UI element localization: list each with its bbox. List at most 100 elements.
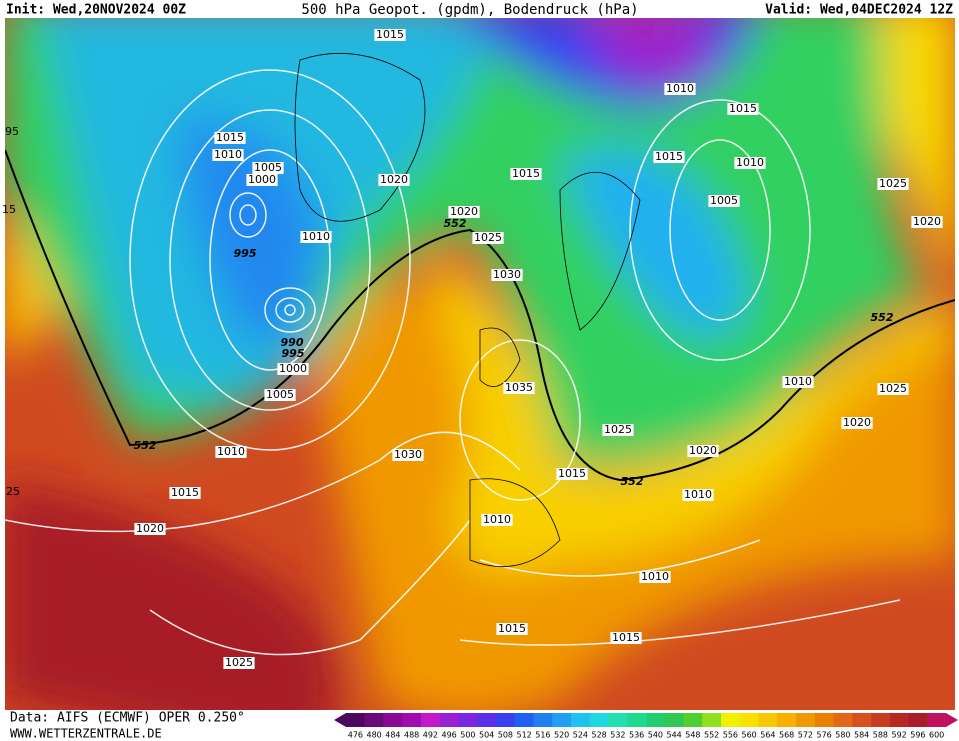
colorbar-arrow-right [946, 713, 958, 727]
isobar-label: 1020 [380, 173, 408, 186]
isobar-label: 1025 [604, 423, 632, 436]
isobar-label: 552 [444, 217, 467, 230]
colorbar-label: 564 [760, 731, 775, 740]
isobar-label-box [491, 269, 523, 281]
init-time: Init: Wed,20NOV2024 00Z [6, 3, 186, 18]
colorbar-swatch [383, 713, 403, 727]
colorbar-label: 548 [685, 731, 700, 740]
isobar-label: 1015 [512, 167, 540, 180]
isobar-label: 1025 [474, 231, 502, 244]
isobar-label: 995 [234, 247, 257, 260]
isobar-label-box [496, 623, 528, 635]
colorbar-swatch [777, 713, 797, 727]
isobar-label: 1000 [248, 173, 276, 186]
isobar-label-box [212, 149, 244, 161]
isobar-label-box [639, 571, 671, 583]
isobar-label-box [877, 178, 909, 190]
isobar-label: 1020 [689, 444, 717, 457]
colorbar-swatch [458, 713, 478, 727]
colorbar-swatch [927, 713, 947, 727]
isobar-label: 1020 [913, 215, 941, 228]
colorbar-swatch [721, 713, 741, 727]
isobar-label: 1005 [254, 161, 282, 174]
isobar-label: 1015 [376, 28, 404, 41]
isobar-label: 1020 [450, 205, 478, 218]
colorbar-label: 508 [498, 731, 513, 740]
colorbar-swatch [552, 713, 572, 727]
colorbar-swatch [346, 713, 366, 727]
isobar-label: 25 [6, 485, 20, 498]
isobar-label: 1010 [784, 375, 812, 388]
colorbar-label: 484 [385, 731, 400, 740]
colorbar-label: 512 [516, 731, 531, 740]
colorbar-swatch [814, 713, 834, 727]
isobar-label: 1000 [279, 362, 307, 375]
colorbar-swatch [702, 713, 722, 727]
isobar-label-box [472, 232, 504, 244]
colorbar-label: 476 [348, 731, 363, 740]
isobar-label-box [727, 103, 759, 115]
colorbar-label: 492 [423, 731, 438, 740]
valid-time: Valid: Wed,04DEC2024 12Z [765, 3, 953, 18]
colorbar-swatch [589, 713, 609, 727]
colorbar-label: 496 [441, 731, 456, 740]
isobar-label-box [610, 632, 642, 644]
isobar-label: 552 [134, 439, 157, 452]
colorbar-label: 552 [704, 731, 719, 740]
isobar-label: 1015 [612, 631, 640, 644]
isobar-label: 1010 [641, 570, 669, 583]
colorbar-swatch [514, 713, 534, 727]
isobar-label: 990 [281, 336, 304, 349]
colorbar-label: 532 [610, 731, 625, 740]
colorbar-label: 580 [835, 731, 850, 740]
colorbar-swatch [439, 713, 459, 727]
isobar-label-box [246, 174, 278, 186]
colorbar-label: 572 [798, 731, 813, 740]
colorbar-swatch [421, 713, 441, 727]
colorbar-label: 480 [366, 731, 381, 740]
isobar-label-box [392, 449, 424, 461]
colorbar-swatch [571, 713, 591, 727]
isobar-label-box [374, 29, 406, 41]
isobar-label-box [134, 523, 166, 535]
colorbar-label: 576 [816, 731, 831, 740]
colorbar-label: 520 [554, 731, 569, 740]
isobar-label: 1025 [225, 656, 253, 669]
colorbar-swatch [739, 713, 759, 727]
isobar-label-box [448, 206, 480, 218]
isobar-label-box [169, 487, 201, 499]
isobar-label-box [378, 174, 410, 186]
colorbar-swatch [402, 713, 422, 727]
isobar-label: 1015 [171, 486, 199, 499]
isobar-label-box [653, 151, 685, 163]
isobar-label-box [556, 468, 588, 480]
isobar-label-box [277, 363, 309, 375]
colorbar-label: 584 [854, 731, 869, 740]
isobar-label-box [687, 445, 719, 457]
colorbar-label: 536 [629, 731, 644, 740]
colorbar-swatch [908, 713, 928, 727]
colorbar-swatch [758, 713, 778, 727]
isobar-label: 1030 [394, 448, 422, 461]
isobar-label-box [877, 383, 909, 395]
colorbar-swatch [608, 713, 628, 727]
colorbar-label: 528 [591, 731, 606, 740]
site-url: WWW.WETTERZENTRALE.DE [10, 727, 162, 741]
isobar-label: 1015 [216, 131, 244, 144]
isobar-label: 1005 [710, 194, 738, 207]
colorbar-swatch [833, 713, 853, 727]
isobar-label: 1010 [736, 156, 764, 169]
isobar-label: 1005 [266, 388, 294, 401]
isobar-label-box [503, 382, 535, 394]
isobar-label: 1015 [498, 622, 526, 635]
colorbar-label: 500 [460, 731, 475, 740]
colorbar-swatch [533, 713, 553, 727]
isobar-label: 1010 [214, 148, 242, 161]
colorbar-label: 524 [573, 731, 588, 740]
colorbar-arrow-left [334, 713, 346, 727]
isobar-label-box [734, 157, 766, 169]
isobar-label: 1010 [684, 488, 712, 501]
colorbar-label: 544 [666, 731, 681, 740]
